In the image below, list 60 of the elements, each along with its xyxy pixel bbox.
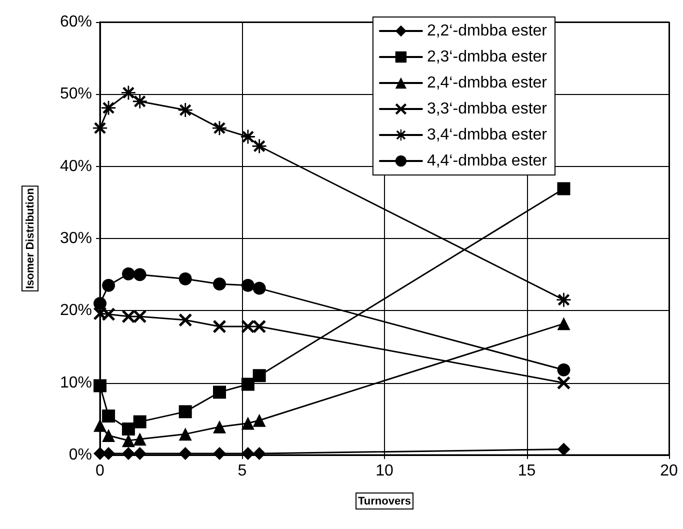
legend-label: 4,4‘-dmbba ester xyxy=(426,152,548,170)
x-tick-label: 0 xyxy=(96,462,105,480)
point xyxy=(212,386,226,399)
point xyxy=(178,428,192,441)
point xyxy=(213,277,226,290)
point xyxy=(178,447,192,460)
point xyxy=(133,310,146,323)
y-tick-label: 20% xyxy=(60,302,92,320)
point xyxy=(212,447,226,460)
point xyxy=(102,410,116,423)
point xyxy=(252,414,266,427)
point xyxy=(241,416,254,430)
x-tick-label: 20 xyxy=(660,462,678,480)
point xyxy=(252,447,266,460)
point xyxy=(94,379,106,392)
point xyxy=(252,320,266,334)
y-tick-label: 50% xyxy=(60,86,92,103)
point xyxy=(102,308,116,321)
x-tick-label: 15 xyxy=(518,462,536,480)
point xyxy=(133,415,146,428)
legend-label: 3,3‘-dmbba ester xyxy=(426,100,548,118)
point xyxy=(94,418,106,432)
point xyxy=(122,267,135,280)
point xyxy=(133,447,146,460)
point xyxy=(178,272,192,286)
point xyxy=(212,320,226,334)
x-tick-label: 5 xyxy=(238,462,247,480)
point xyxy=(557,182,570,196)
point xyxy=(133,432,146,446)
point xyxy=(102,429,116,442)
point xyxy=(133,268,146,282)
point xyxy=(557,442,570,456)
y-tick-label: 30% xyxy=(60,230,92,247)
point xyxy=(212,420,226,434)
point xyxy=(122,434,135,448)
point xyxy=(241,447,254,460)
legend-label: 3,4‘-dmbba ester xyxy=(426,126,548,144)
legend-label: 2,2‘-dmbba ester xyxy=(426,22,548,40)
point xyxy=(94,296,106,310)
point xyxy=(252,282,266,295)
y-tick-label: 0% xyxy=(68,446,92,464)
y-tick-label: 40% xyxy=(60,158,92,175)
y-tick-label: 60% xyxy=(60,14,92,30)
point xyxy=(557,363,570,376)
point xyxy=(241,378,254,391)
point xyxy=(241,278,254,292)
point xyxy=(178,405,192,418)
point xyxy=(102,447,116,460)
point xyxy=(557,317,570,330)
point xyxy=(102,278,116,292)
y-tick-label: 10% xyxy=(60,374,92,392)
y-axis-title: Isomer Distribution xyxy=(24,188,36,289)
legend-label: 2,4‘-dmbba ester xyxy=(426,74,548,92)
point xyxy=(122,447,135,460)
x-axis-title: Turnovers xyxy=(358,496,411,508)
point xyxy=(252,369,266,382)
x-tick-label: 10 xyxy=(376,462,394,480)
point xyxy=(178,314,192,327)
legend-label: 2,3‘-dmbba ester xyxy=(426,48,548,66)
point xyxy=(122,422,135,436)
